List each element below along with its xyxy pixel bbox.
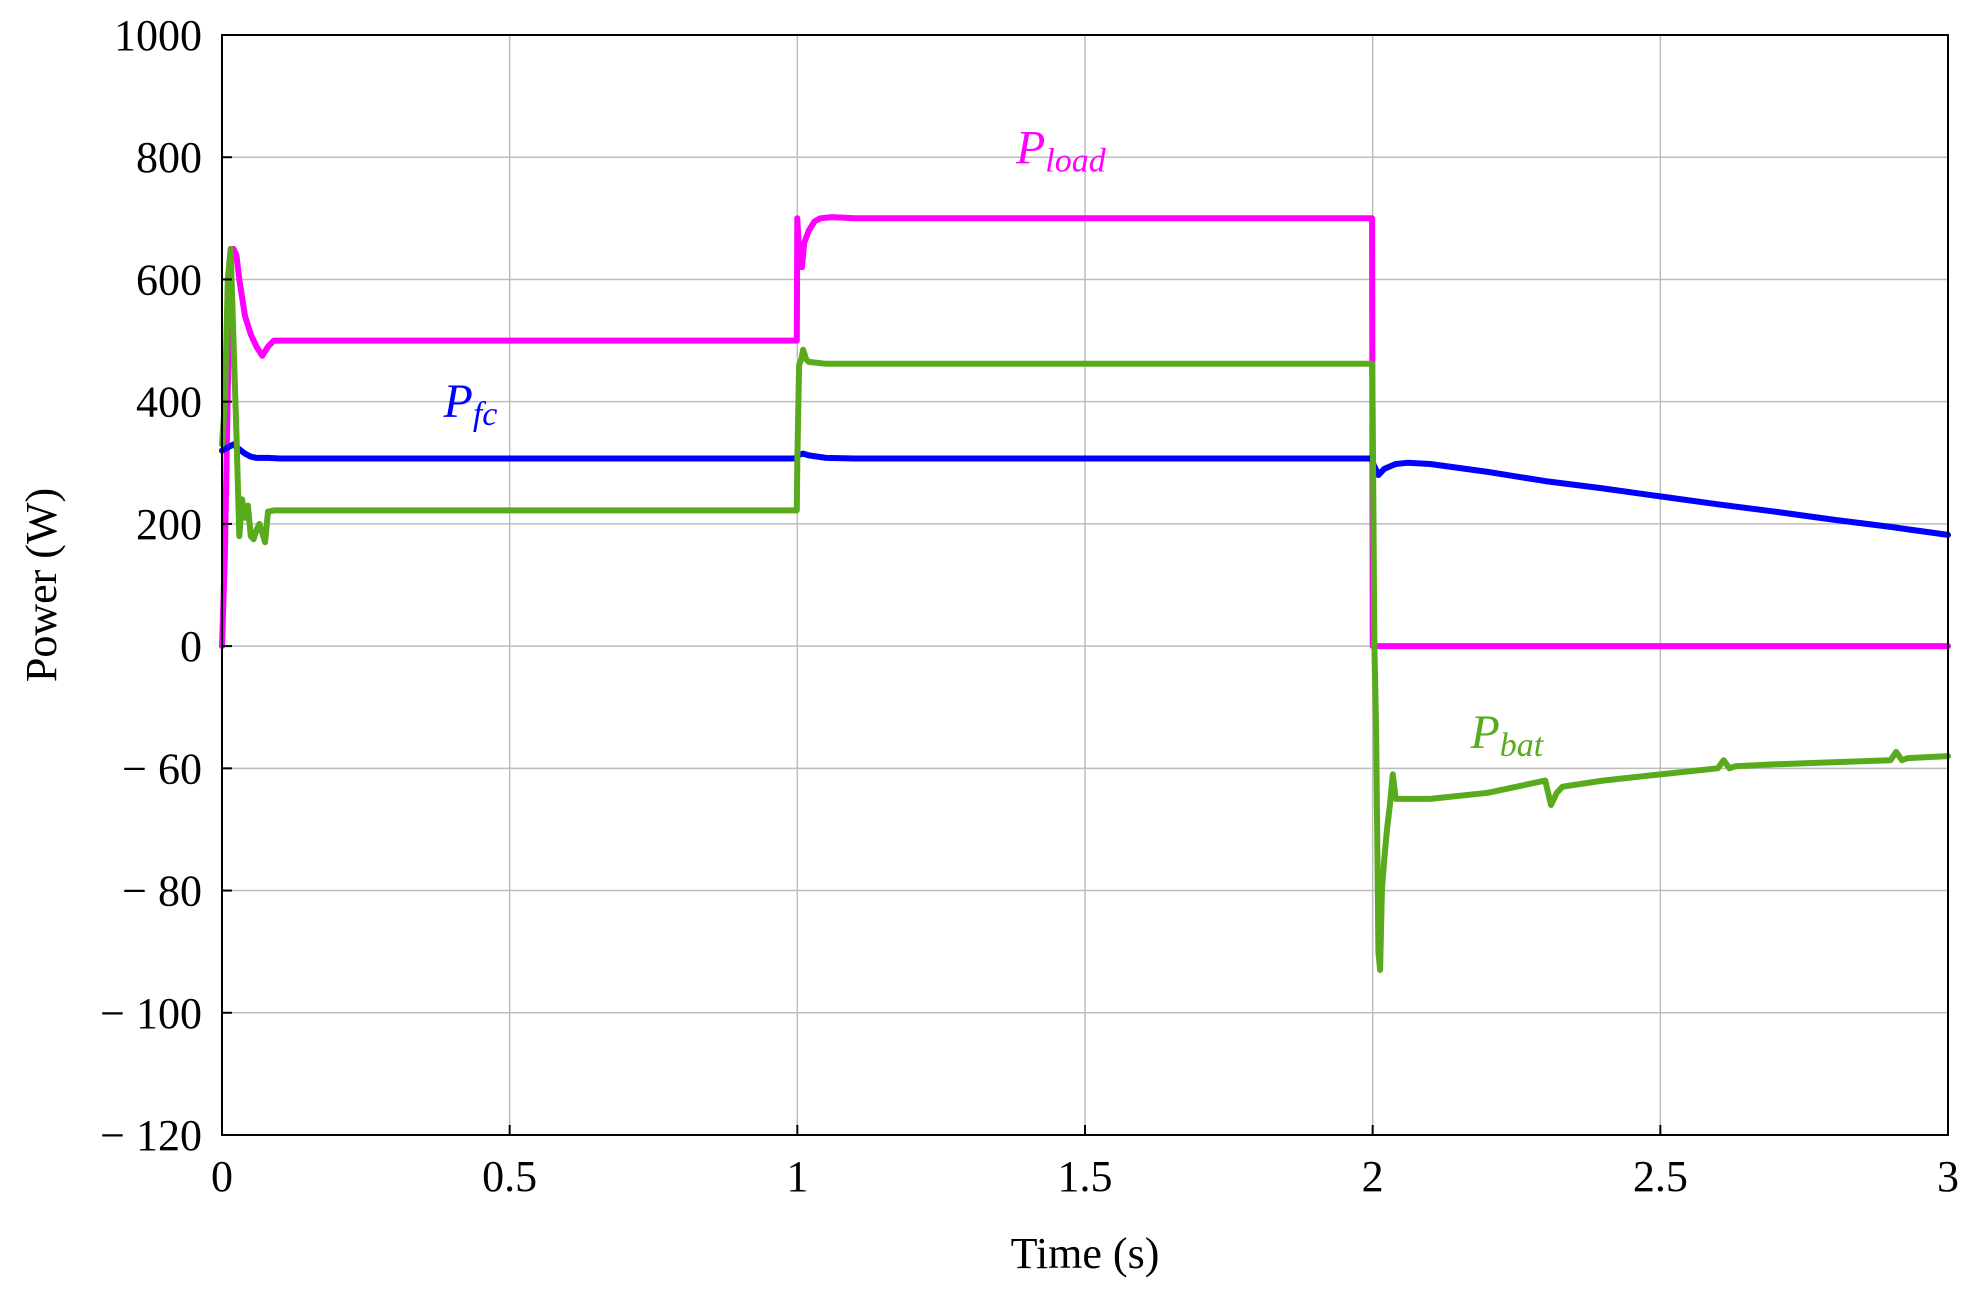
x-tick-label: 0.5 [482,1152,537,1201]
x-tick-label: 2.5 [1633,1152,1688,1201]
y-tick-label: − 120 [100,1111,202,1160]
y-tick-label: − 100 [100,989,202,1038]
x-tick-label: 0 [211,1152,233,1201]
y-tick-label: − 60 [122,744,202,793]
series-label-load: Pload [1015,121,1107,179]
series-line-load [219,214,1951,650]
series-label-fc: Pfc [443,375,498,433]
series-layer [219,214,1951,973]
x-axis-title: Time (s) [1011,1229,1160,1278]
y-tick-label: 0 [180,622,202,671]
series-labels: Pload Pfc Pbat [443,121,1545,764]
y-tick-label: 400 [136,378,202,427]
y-tick-label: 600 [136,255,202,304]
x-tick-label: 3 [1937,1152,1959,1201]
x-tick-label: 1 [786,1152,808,1201]
x-tick-label: 1.5 [1058,1152,1113,1201]
y-tick-label: 200 [136,500,202,549]
y-tick-label: − 80 [122,867,202,916]
y-tick-label: 1000 [114,11,202,60]
y-tick-labels: 1000 800 600 400 200 0 − 60 − 80 − 100 − 120 [100,11,232,1160]
series-label-bat: Pbat [1469,706,1544,764]
x-tick-label: 2 [1362,1152,1384,1201]
y-axis-title: Power (W) [17,488,66,682]
series-line-fc [219,441,1951,538]
x-tick-labels: 0 0.5 1 1.5 2 2.5 3 [211,1125,1959,1201]
series-line-bat [219,245,1951,973]
y-tick-label: 800 [136,133,202,182]
